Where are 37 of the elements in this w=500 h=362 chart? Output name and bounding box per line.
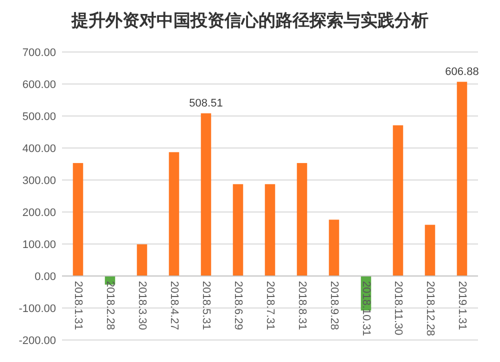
bar xyxy=(392,125,404,276)
y-tick-label: 100.00 xyxy=(22,239,56,251)
bar xyxy=(264,184,276,276)
bar xyxy=(328,220,340,276)
y-tick-label: 400.00 xyxy=(22,143,56,155)
bar xyxy=(136,244,148,276)
bar xyxy=(200,113,212,276)
y-tick-label: 700.00 xyxy=(22,47,56,59)
x-tick-label: 2018.8.31 xyxy=(296,281,308,330)
x-tick-label: 2018.11.30 xyxy=(392,281,404,336)
bar xyxy=(296,163,308,276)
x-tick-label: 2018.12.28 xyxy=(424,281,436,336)
x-tick-label: 2018.7.31 xyxy=(264,281,276,330)
x-tick-label: 2018.10.31 xyxy=(360,281,372,336)
bar xyxy=(72,163,84,276)
y-tick-label: -100.00 xyxy=(18,303,56,315)
x-tick-label: 2018.2.28 xyxy=(104,281,116,330)
x-tick-label: 2018.5.31 xyxy=(200,281,212,330)
x-tick-label: 2018.6.29 xyxy=(232,281,244,330)
bar xyxy=(456,82,468,276)
bar xyxy=(232,184,244,276)
x-tick-label: 2019.1.31 xyxy=(456,281,468,330)
data-label: 508.51 xyxy=(189,97,223,110)
x-tick-label: 2018.9.28 xyxy=(328,281,340,330)
chart-title: 提升外资对中国投资信心的路径探索与实践分析 xyxy=(70,11,428,30)
y-tick-label: 500.00 xyxy=(22,111,56,123)
bar xyxy=(168,152,180,276)
y-tick-label: 0.00 xyxy=(34,271,56,283)
y-tick-label: 600.00 xyxy=(22,79,56,91)
x-tick-label: 2018.1.31 xyxy=(72,281,84,330)
y-tick-label: 200.00 xyxy=(22,207,56,219)
y-tick-label: -200.00 xyxy=(18,335,56,347)
x-tick-label: 2018.4.27 xyxy=(168,281,180,330)
data-label: 606.88 xyxy=(445,66,479,78)
x-tick-label: 2018.3.30 xyxy=(136,281,148,330)
bar xyxy=(424,224,436,276)
y-tick-label: 300.00 xyxy=(22,175,56,187)
